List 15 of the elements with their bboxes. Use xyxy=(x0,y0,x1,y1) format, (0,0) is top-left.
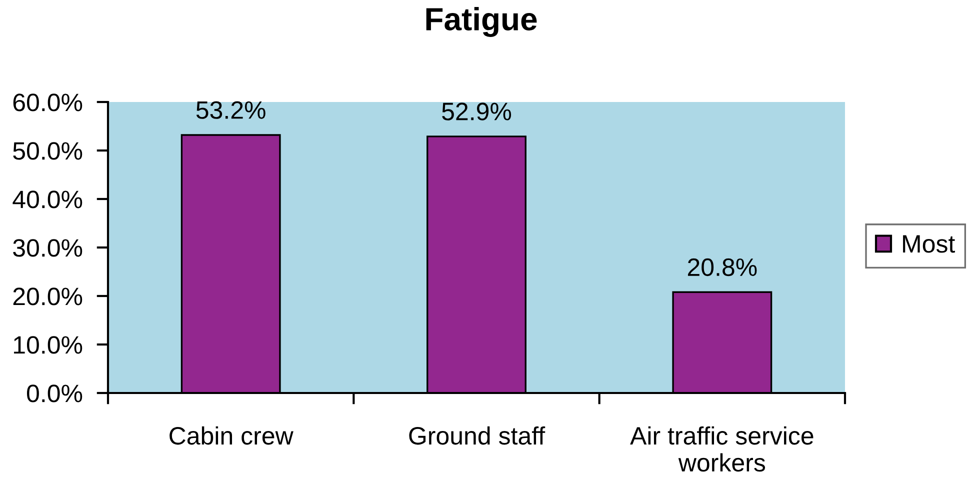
data-label: 53.2% xyxy=(196,101,266,119)
y-tick-label: 50.0% xyxy=(13,142,82,160)
chart-title: Fatigue xyxy=(426,7,537,37)
legend-label: Most xyxy=(903,235,955,253)
y-tick-label: 0.0% xyxy=(26,384,82,402)
y-tick-label: 40.0% xyxy=(12,190,82,208)
data-label: 20.8% xyxy=(688,258,757,276)
x-tick-label: Ground staff xyxy=(409,426,546,445)
x-tick-label: Air traffic service workers xyxy=(630,426,814,472)
y-tick-label: 10.0% xyxy=(14,336,82,354)
data-label: 52.9% xyxy=(442,102,512,120)
y-tick-label: 20.0% xyxy=(13,288,82,306)
x-tick-label: Cabin crew xyxy=(170,426,294,445)
y-tick-label: 60.0% xyxy=(13,94,82,112)
y-tick-label: 30.0% xyxy=(13,239,82,257)
